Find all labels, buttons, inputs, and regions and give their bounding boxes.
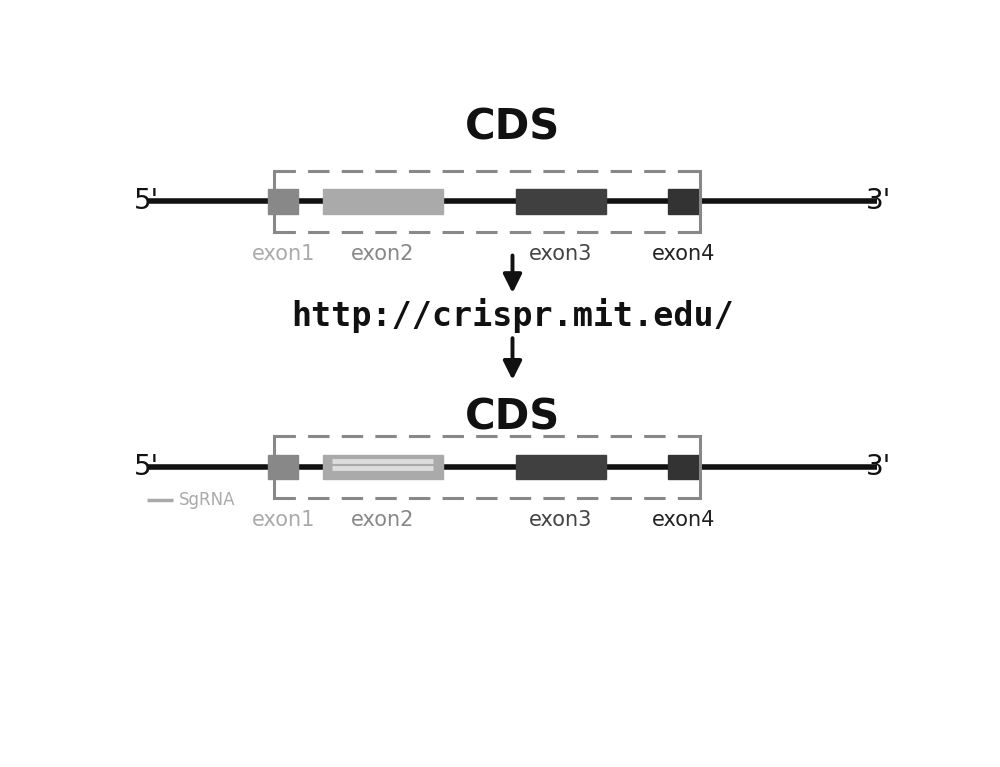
Text: exon2: exon2 [351, 509, 414, 529]
Text: exon3: exon3 [529, 509, 593, 529]
Bar [323, 189, 443, 214]
Text: exon2: exon2 [351, 244, 414, 264]
Text: exon1: exon1 [251, 509, 315, 529]
Bar [668, 455, 700, 479]
Text: exon3: exon3 [529, 244, 593, 264]
Text: exon1: exon1 [251, 244, 315, 264]
Text: 5': 5' [134, 453, 159, 481]
Text: CDS: CDS [465, 397, 560, 438]
Bar [323, 455, 443, 479]
Bar [516, 455, 606, 479]
Text: exon4: exon4 [652, 509, 715, 529]
Text: exon4: exon4 [652, 244, 715, 264]
Text: CDS: CDS [465, 107, 560, 149]
Text: SgRNA: SgRNA [179, 491, 236, 509]
Bar [516, 189, 606, 214]
Text: http://crispr.mit.edu/: http://crispr.mit.edu/ [291, 298, 734, 333]
Text: 5': 5' [134, 187, 159, 216]
Bar [668, 189, 700, 214]
Bar [268, 455, 298, 479]
Text: 3': 3' [865, 453, 891, 481]
Text: 3': 3' [865, 187, 891, 216]
Bar [268, 189, 298, 214]
